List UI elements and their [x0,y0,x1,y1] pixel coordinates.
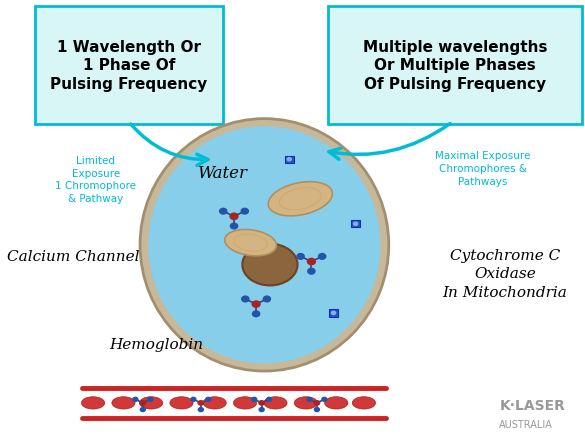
Ellipse shape [294,397,318,409]
Circle shape [206,397,211,401]
Text: 1 Wavelength Or
1 Phase Of
Pulsing Frequency: 1 Wavelength Or 1 Phase Of Pulsing Frequ… [50,40,208,92]
Circle shape [259,408,264,412]
Ellipse shape [170,397,193,409]
Ellipse shape [112,397,135,409]
Ellipse shape [149,127,380,364]
Text: Limited
Exposure
1 Chromophore
& Pathway: Limited Exposure 1 Chromophore & Pathway [56,155,136,204]
Ellipse shape [233,397,257,409]
Ellipse shape [81,397,105,409]
Circle shape [230,214,238,220]
Ellipse shape [264,397,287,409]
Circle shape [297,254,304,260]
Ellipse shape [203,397,226,409]
Circle shape [259,401,264,405]
Text: Maximal Exposure
Chromophores &
Pathways: Maximal Exposure Chromophores & Pathways [435,151,531,187]
Circle shape [198,401,204,405]
Circle shape [319,254,326,260]
Circle shape [252,397,257,401]
Ellipse shape [225,230,277,256]
Circle shape [263,297,270,302]
Circle shape [267,397,271,401]
Circle shape [219,209,227,215]
Bar [351,221,360,228]
FancyBboxPatch shape [328,7,582,125]
Ellipse shape [352,397,376,409]
Circle shape [242,297,249,302]
Circle shape [307,397,312,401]
Ellipse shape [268,182,332,216]
Circle shape [332,311,336,315]
Circle shape [287,158,291,162]
Circle shape [353,223,357,226]
FancyBboxPatch shape [35,7,223,125]
Circle shape [148,397,153,401]
Text: Hemoglobin: Hemoglobin [109,337,204,351]
Ellipse shape [140,120,389,371]
Text: K·LASER: K·LASER [500,398,565,412]
Circle shape [140,408,145,412]
Text: AUSTRALIA: AUSTRALIA [500,419,553,429]
Circle shape [241,209,249,215]
Circle shape [140,401,146,405]
Ellipse shape [325,397,348,409]
Text: Water: Water [198,165,248,181]
Circle shape [252,301,260,307]
Circle shape [308,259,315,265]
Circle shape [230,224,238,230]
Bar [329,309,338,317]
Ellipse shape [139,397,163,409]
Circle shape [133,397,138,401]
Text: Calcium Channel: Calcium Channel [8,249,140,263]
Circle shape [191,397,196,401]
Bar [284,156,294,163]
Circle shape [198,408,204,412]
Text: Cytochrome C
Oxidase
In Mitochondria: Cytochrome C Oxidase In Mitochondria [442,248,567,299]
Circle shape [322,397,327,401]
Circle shape [314,408,319,412]
Circle shape [253,311,260,317]
Ellipse shape [242,244,298,286]
Circle shape [308,269,315,275]
Circle shape [314,401,319,405]
Text: Multiple wavelengths
Or Multiple Phases
Of Pulsing Frequency: Multiple wavelengths Or Multiple Phases … [363,40,548,92]
